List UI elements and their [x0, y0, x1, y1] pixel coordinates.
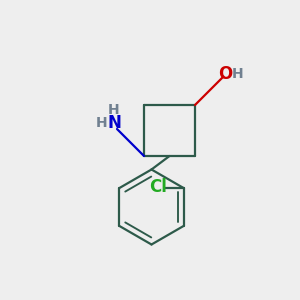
- Text: H: H: [95, 116, 107, 130]
- Text: H: H: [108, 103, 120, 117]
- Text: N: N: [107, 114, 121, 132]
- Text: O: O: [218, 65, 232, 83]
- Text: Cl: Cl: [148, 178, 166, 196]
- Text: H: H: [232, 67, 244, 81]
